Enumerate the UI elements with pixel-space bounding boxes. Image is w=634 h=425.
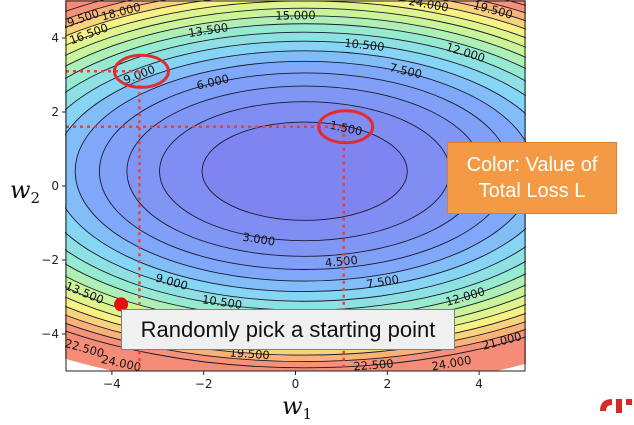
highlight-circle — [112, 53, 170, 89]
x-tick-label: −2 — [195, 377, 213, 391]
x-axis-label: w1 — [282, 392, 312, 421]
logo-icon — [600, 399, 632, 413]
loss-color-callout: Color: Value of Total Loss L — [447, 142, 617, 214]
start-point-dot — [114, 297, 129, 312]
loss-callout-line1: Color: Value of — [466, 154, 598, 176]
contour-label: 3.000 — [242, 230, 277, 249]
y-tick-label: 4 — [51, 31, 59, 45]
y-tick-label: 2 — [51, 105, 59, 119]
contour-line — [65, 40, 526, 302]
contour-label: 1.500 — [328, 118, 363, 139]
y-tick-label: −2 — [41, 253, 59, 267]
contour-line — [65, 0, 526, 362]
contour-line — [65, 0, 526, 369]
y-tick-label: 0 — [51, 179, 59, 193]
contour-line — [201, 121, 408, 221]
highlight-circle — [317, 109, 375, 145]
start-point-callout: Randomly pick a starting point — [121, 309, 455, 350]
loss-callout-line2: Total Loss L — [478, 180, 586, 202]
contour-line — [74, 60, 526, 282]
contour-label: 15.000 — [275, 8, 315, 23]
y-tick-label: −4 — [41, 327, 59, 341]
contour-label: 24.000 — [430, 353, 472, 374]
y-axis-label: w2 — [10, 176, 40, 207]
contour-label: 13.500 — [187, 20, 229, 40]
x-tick-label: 4 — [475, 377, 483, 391]
contour-label: 10.500 — [344, 36, 386, 54]
contour-band — [202, 122, 408, 221]
contour-label: 22.500 — [353, 356, 394, 373]
contour-label: 10.500 — [201, 292, 243, 312]
x-tick-label: −4 — [103, 377, 121, 391]
contour-label: 4.500 — [324, 253, 358, 270]
x-tick-label: 2 — [383, 377, 391, 391]
contour-label: 7.500 — [365, 272, 400, 291]
contour-line — [65, 50, 526, 293]
contour-line — [65, 0, 526, 356]
x-tick-label: 0 — [292, 377, 300, 391]
